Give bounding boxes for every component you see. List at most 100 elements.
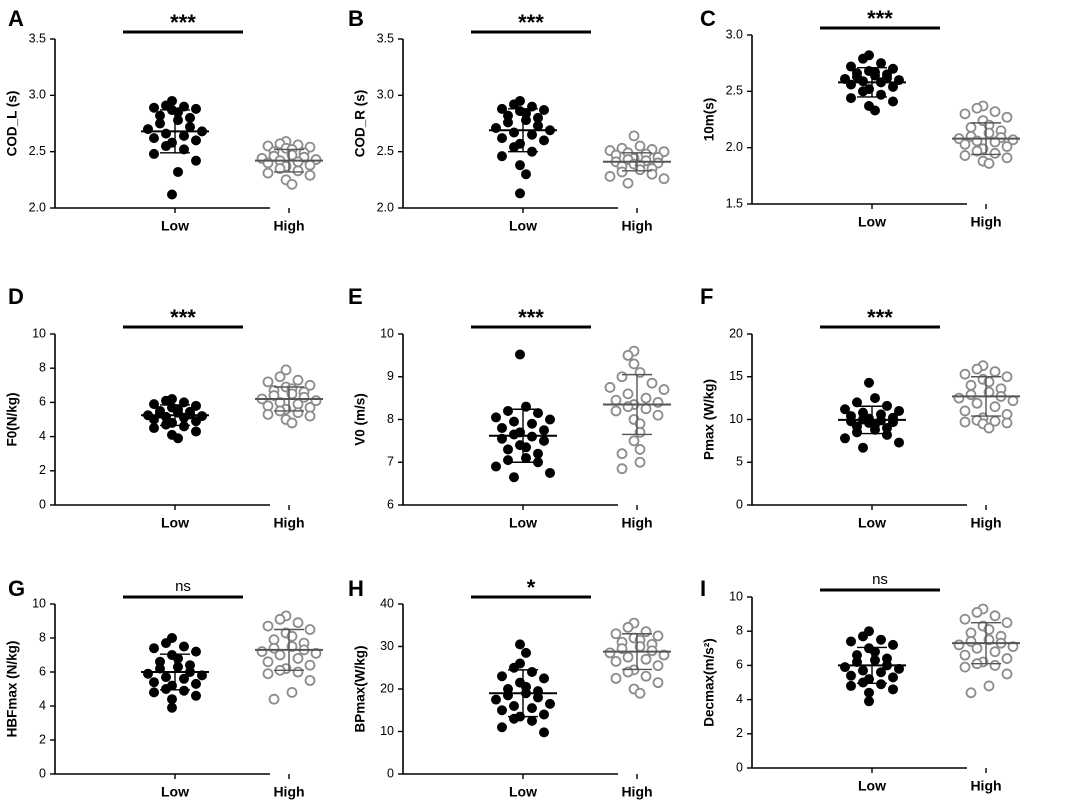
data-point — [870, 393, 880, 404]
panel-b: B 2.0 2.5 3.0 3.5 Low High COD_R (s) *** — [348, 6, 671, 234]
data-point — [989, 401, 1001, 413]
data-point — [634, 444, 646, 455]
data-point — [191, 646, 201, 657]
data-point — [286, 630, 298, 642]
data-point — [1007, 134, 1019, 146]
data-point — [959, 661, 971, 673]
y-axis-label: HBFmax (N/kg) — [5, 641, 20, 738]
y-axis-label: Pmax (W/kg) — [702, 379, 717, 460]
data-point — [515, 160, 525, 171]
data-point — [515, 349, 525, 360]
x-tick-label: High — [621, 515, 652, 531]
data-point — [262, 376, 274, 388]
data-point — [846, 636, 856, 647]
data-point — [185, 112, 195, 123]
panel-f: F 0 5 10 15 20 Low High Pmax (W/kg) *** — [700, 284, 1020, 531]
data-point — [274, 163, 286, 174]
data-point — [888, 81, 898, 92]
data-point — [545, 467, 555, 478]
data-point — [173, 166, 183, 177]
significance-label: *** — [518, 305, 544, 330]
data-point — [149, 399, 159, 410]
data-point — [870, 70, 880, 81]
data-point — [527, 418, 537, 429]
data-point — [191, 135, 201, 146]
data-point — [304, 624, 316, 635]
data-point — [292, 617, 304, 629]
data-point — [167, 702, 177, 713]
y-tick-label: 10 — [380, 326, 394, 340]
y-tick-label: 20 — [380, 681, 394, 695]
panel-e: E 6 7 8 9 10 Low High V0 (m/s) *** — [348, 284, 671, 531]
data-point — [658, 649, 670, 661]
data-point — [640, 392, 652, 404]
data-point — [971, 397, 983, 409]
significance-label: * — [527, 575, 536, 600]
y-tick-label: 8 — [387, 412, 394, 426]
data-point — [989, 610, 1001, 622]
data-point — [161, 684, 171, 694]
data-point — [983, 624, 995, 635]
data-point — [852, 656, 862, 667]
data-point — [622, 349, 634, 361]
panel-i: I 0 2 4 6 8 10 Low High Decmax(m/s²) ns — [700, 571, 1020, 794]
data-point — [610, 405, 622, 417]
data-point — [149, 148, 159, 159]
x-tick-label: Low — [858, 214, 886, 230]
data-point — [989, 660, 1001, 671]
data-point — [292, 156, 304, 168]
data-point — [179, 685, 189, 696]
y-tick-label: 3.0 — [377, 88, 394, 102]
data-point — [876, 58, 886, 69]
data-point — [658, 173, 670, 185]
data-point — [1007, 641, 1019, 652]
data-point — [610, 672, 622, 684]
data-point — [959, 108, 971, 120]
y-tick-label: 0 — [736, 760, 743, 774]
data-point — [840, 662, 850, 673]
panel-letter: C — [700, 6, 716, 31]
data-point — [274, 613, 286, 625]
y-tick-label: 1.5 — [726, 196, 743, 210]
data-point — [959, 649, 971, 661]
data-point — [161, 419, 171, 430]
data-point — [286, 178, 298, 190]
data-point — [616, 463, 628, 475]
data-point — [628, 358, 640, 370]
data-point — [497, 671, 507, 682]
data-point — [1001, 668, 1013, 680]
data-point — [149, 423, 159, 434]
data-point — [628, 130, 640, 142]
data-point — [640, 403, 652, 415]
panel-letter: F — [700, 284, 713, 309]
significance-label: *** — [867, 6, 893, 31]
data-point — [167, 694, 177, 705]
data-point — [989, 646, 1001, 658]
y-tick-label: 8 — [39, 630, 46, 644]
x-tick-label: Low — [858, 778, 886, 794]
data-point — [888, 672, 898, 683]
data-point — [304, 675, 316, 686]
data-point — [652, 396, 664, 408]
data-point — [533, 448, 543, 459]
data-point — [503, 405, 513, 416]
data-point — [527, 667, 537, 677]
data-point — [497, 722, 507, 733]
panel-letter: H — [348, 576, 364, 601]
data-point — [652, 630, 664, 642]
y-tick-label: 0 — [39, 497, 46, 511]
data-point — [971, 102, 983, 114]
y-tick-label: 30 — [380, 639, 394, 653]
data-point — [509, 701, 519, 711]
data-point — [545, 698, 555, 709]
data-point — [876, 667, 886, 678]
y-tick-label: 2 — [39, 732, 46, 746]
y-axis-label: COD_R (s) — [353, 90, 368, 158]
y-tick-label: 7 — [387, 455, 394, 469]
data-point — [634, 164, 646, 176]
data-point — [888, 639, 898, 650]
significance-label: *** — [170, 10, 196, 35]
panel-c: C 1.5 2.0 2.5 3.0 Low High 10m(s) *** — [700, 6, 1020, 230]
data-point — [604, 171, 616, 182]
